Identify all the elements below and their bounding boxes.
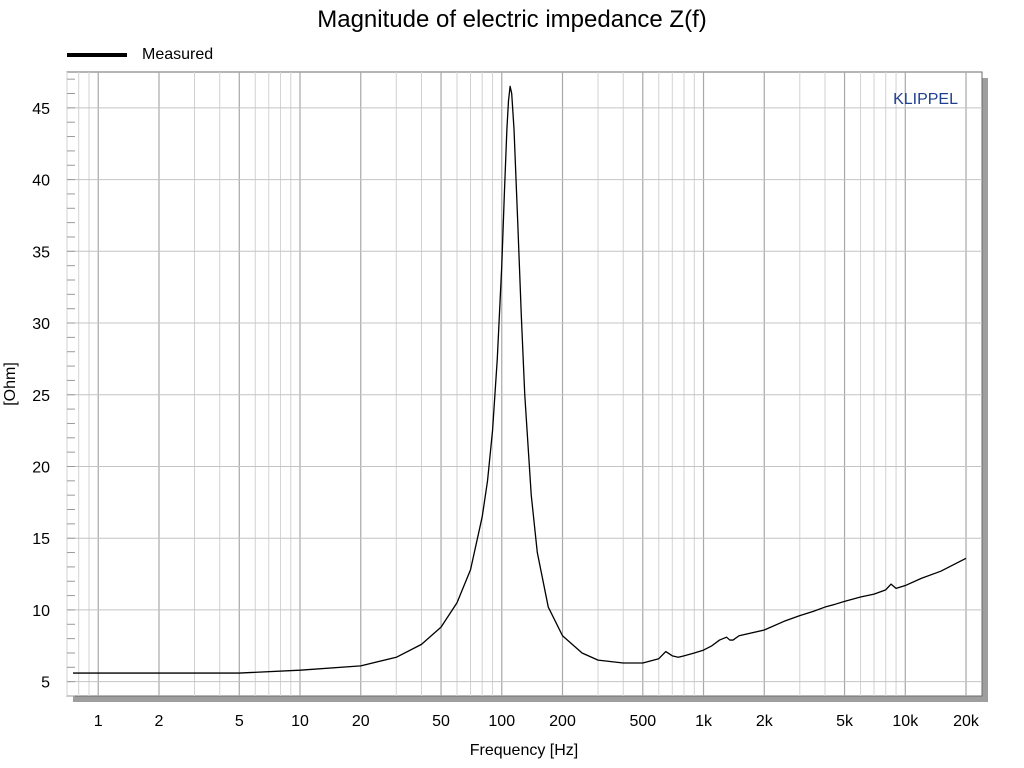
x-tick-label: 1: [94, 713, 103, 730]
x-tick-label: 2: [155, 713, 164, 730]
x-tick-label: 200: [549, 713, 576, 730]
y-axis-label: [Ohm]: [2, 362, 19, 406]
x-axis-label: Frequency [Hz]: [470, 742, 578, 759]
x-tick-label: 500: [629, 713, 656, 730]
series-line-measured: [73, 85, 967, 674]
y-tick-label: 10: [32, 603, 50, 620]
y-tick-label: 45: [32, 101, 50, 118]
x-tick-label: 1k: [695, 713, 713, 730]
y-tick-label: 15: [32, 531, 50, 548]
x-tick-label: 100: [488, 713, 515, 730]
chart-title: Magnitude of electric impedance Z(f): [317, 6, 707, 33]
x-tick-label: 10: [291, 713, 309, 730]
x-tick-label: 50: [432, 713, 450, 730]
legend-label-measured: Measured: [142, 46, 213, 63]
y-tick-label: 5: [41, 675, 50, 692]
x-tick-label: 5k: [836, 713, 854, 730]
x-tick-label: 20k: [953, 713, 980, 730]
x-tick-label: 2k: [756, 713, 774, 730]
y-tick-label: 20: [32, 459, 50, 476]
x-tick-label: 20: [352, 713, 370, 730]
y-tick-label: 30: [32, 316, 50, 333]
y-tick-label: 40: [32, 173, 50, 190]
y-tick-label: 25: [32, 388, 50, 405]
x-tick-label: 10k: [892, 713, 919, 730]
klippel-watermark: KLIPPEL: [893, 91, 958, 108]
x-tick-label: 5: [235, 713, 244, 730]
y-tick-label: 35: [32, 244, 50, 261]
